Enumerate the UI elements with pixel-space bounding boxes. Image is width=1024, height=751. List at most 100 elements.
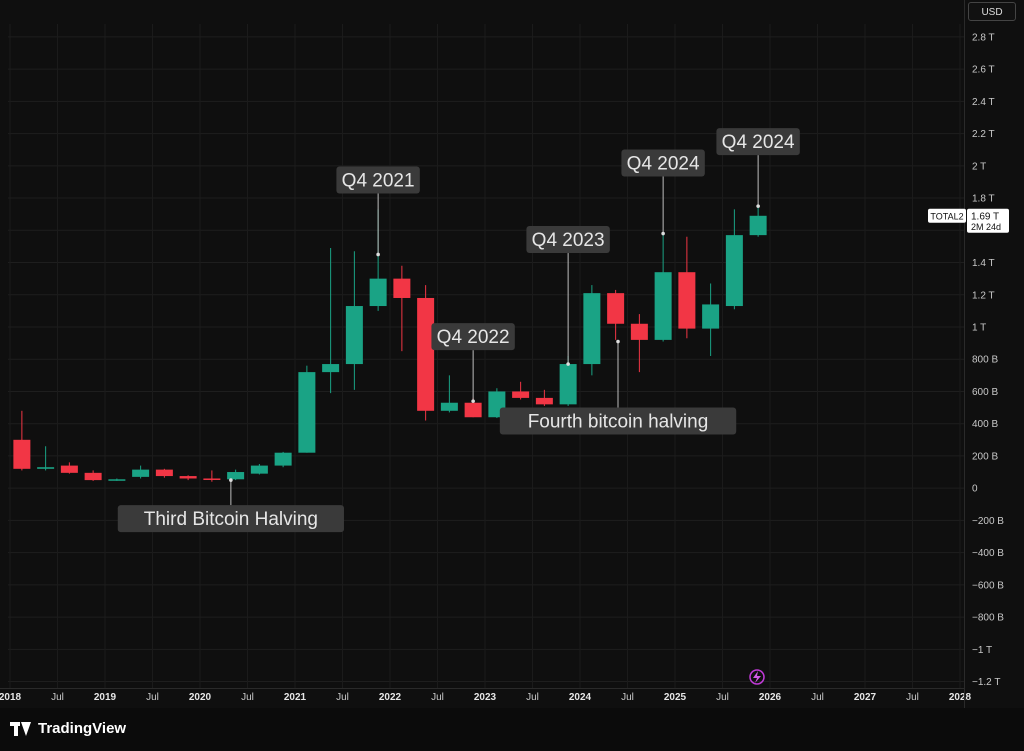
candle-body — [298, 372, 316, 453]
annotation-box — [117, 505, 344, 533]
x-tick-label: Jul — [906, 692, 919, 703]
candle[interactable] — [227, 469, 245, 481]
candle[interactable] — [13, 410, 31, 471]
y-tick-label: −200 B — [972, 516, 1004, 527]
candle[interactable] — [298, 365, 316, 453]
brand-name: TradingView — [38, 720, 127, 737]
x-tick-label: Jul — [336, 692, 349, 703]
x-tick-label: Jul — [241, 692, 254, 703]
candle[interactable] — [132, 465, 150, 479]
candle-body — [322, 364, 340, 373]
candle[interactable] — [440, 375, 458, 413]
lightning-icon[interactable] — [749, 669, 765, 685]
candle-body — [250, 465, 268, 474]
y-tick-label: 400 B — [972, 419, 998, 430]
candle[interactable] — [654, 233, 672, 342]
y-tick-label: 1.4 T — [972, 258, 995, 269]
annotation-label: Q4 2022 — [431, 323, 515, 403]
annotation-anchor-dot — [229, 478, 233, 482]
candle-body — [37, 467, 55, 469]
y-tick-label: 2.6 T — [972, 65, 995, 76]
candle[interactable] — [725, 209, 743, 310]
candle[interactable] — [322, 248, 340, 394]
candle[interactable] — [155, 468, 173, 478]
candle-body — [369, 278, 387, 307]
candle[interactable] — [583, 285, 601, 376]
candle[interactable] — [535, 389, 553, 406]
candle[interactable] — [345, 251, 363, 390]
currency-button[interactable]: USD — [968, 2, 1016, 21]
x-tick-label: 2020 — [189, 692, 212, 703]
candle-body — [132, 469, 150, 477]
candle[interactable] — [60, 462, 78, 474]
x-tick-label: 2019 — [94, 692, 117, 703]
candle[interactable] — [607, 289, 625, 340]
annotation-text: Fourth bitcoin halving — [528, 411, 709, 432]
candle-body — [108, 479, 126, 481]
chart-background — [0, 0, 1024, 708]
candle[interactable] — [203, 470, 221, 482]
bar-countdown: 2M 24d — [971, 222, 1001, 232]
annotation-anchor-dot — [756, 204, 760, 208]
annotation-text: Third Bitcoin Halving — [144, 509, 318, 530]
x-tick-label: Jul — [716, 692, 729, 703]
y-tick-label: 2.8 T — [972, 32, 995, 43]
candle[interactable] — [37, 446, 55, 471]
x-tick-label: Jul — [621, 692, 634, 703]
x-tick-label: Jul — [811, 692, 824, 703]
symbol-name: TOTAL2 — [930, 211, 963, 221]
candle[interactable] — [678, 236, 696, 339]
tradingview-logo[interactable]: TradingView — [10, 720, 126, 737]
candle-body — [654, 272, 672, 340]
candle[interactable] — [417, 285, 435, 421]
tradingview-mark-icon — [10, 721, 32, 736]
x-tick-label: 2023 — [474, 692, 497, 703]
candle[interactable] — [702, 283, 720, 356]
candle-body — [440, 402, 458, 411]
y-tick-label: 0 — [972, 484, 978, 495]
candle[interactable] — [250, 463, 268, 475]
candle-body — [464, 402, 482, 418]
candle-body — [725, 235, 743, 307]
candle[interactable] — [84, 470, 102, 481]
candle-body — [84, 472, 102, 481]
annotation-text: Q4 2024 — [722, 132, 795, 153]
x-tick-label: Jul — [431, 692, 444, 703]
candle-body — [60, 465, 78, 473]
annotation-box — [526, 226, 610, 254]
candle[interactable] — [512, 381, 530, 400]
candle-body — [13, 439, 31, 469]
candle[interactable] — [630, 314, 648, 373]
annotation-text: Q4 2023 — [532, 230, 605, 251]
annotation-label: Third Bitcoin Halving — [117, 478, 344, 533]
annotation-label: Q4 2023 — [526, 226, 610, 366]
candlestick-chart[interactable]: 2.8 T 2.6 T 2.4 T 2.2 T 2 T 1.8 T 1.4 T 1.2 T 1 … — [0, 0, 1024, 708]
candle[interactable] — [749, 207, 767, 237]
annotation-box — [621, 149, 705, 177]
candle-body — [583, 293, 601, 365]
annotation-label: Q4 2024 — [621, 149, 705, 236]
candle-body — [630, 323, 648, 340]
price-label-box — [967, 208, 1009, 233]
candle-body — [417, 297, 435, 411]
y-tick-label: 600 B — [972, 387, 998, 398]
y-tick-label: −800 B — [972, 613, 1004, 624]
y-tick-label: −1.2 T — [972, 677, 1000, 688]
candle-body — [345, 306, 363, 365]
candle[interactable] — [393, 265, 411, 352]
candle-body — [227, 472, 245, 480]
annotation-text: Q4 2022 — [437, 327, 510, 348]
x-tick-label: 2021 — [284, 692, 307, 703]
candle-body — [749, 215, 767, 236]
y-tick-label: −600 B — [972, 580, 1004, 591]
candle-body — [274, 452, 292, 466]
candle-body — [559, 364, 577, 405]
candle[interactable] — [179, 475, 197, 481]
candle[interactable] — [108, 478, 126, 481]
x-tick-label: Jul — [146, 692, 159, 703]
candle[interactable] — [274, 451, 292, 468]
annotation-box — [499, 407, 737, 435]
annotation-label: Fourth bitcoin halving — [499, 339, 737, 435]
y-tick-label: 2.2 T — [972, 129, 995, 140]
